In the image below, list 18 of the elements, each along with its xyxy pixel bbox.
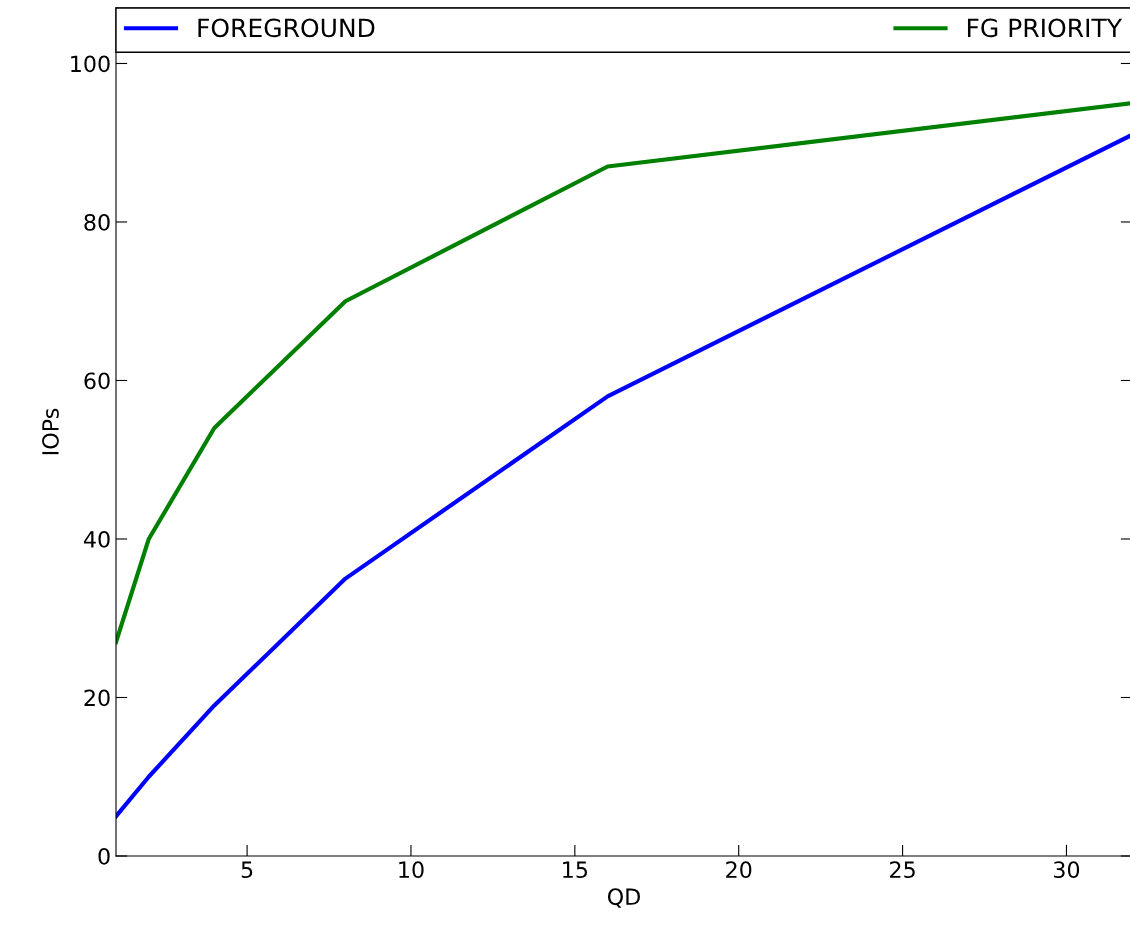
legend-label: FOREGROUND [198, 18, 375, 38]
y-tick-label: 0 [98, 847, 110, 865]
x-tick-label: 5 [241, 861, 253, 879]
y-tick-label: 100 [71, 55, 110, 73]
x-tick-label: 15 [563, 861, 588, 879]
y-tick-label: 80 [84, 213, 110, 231]
line-series [116, 101, 1130, 645]
x-tick-label: 25 [890, 861, 915, 879]
y-tick-label: 40 [83, 530, 110, 548]
x-tick-label: 20 [726, 861, 752, 879]
y-tick-label: 20 [84, 689, 110, 707]
legend-label: FG PRIORITY [967, 18, 1123, 38]
y-tick-label: 60 [84, 372, 110, 390]
x-tick-label: 10 [399, 861, 424, 879]
x-tick-label: 30 [1054, 861, 1080, 879]
x-axis-title: QD [607, 888, 640, 908]
y-axis-title: IOPs [42, 408, 59, 455]
line-series [116, 133, 1130, 819]
